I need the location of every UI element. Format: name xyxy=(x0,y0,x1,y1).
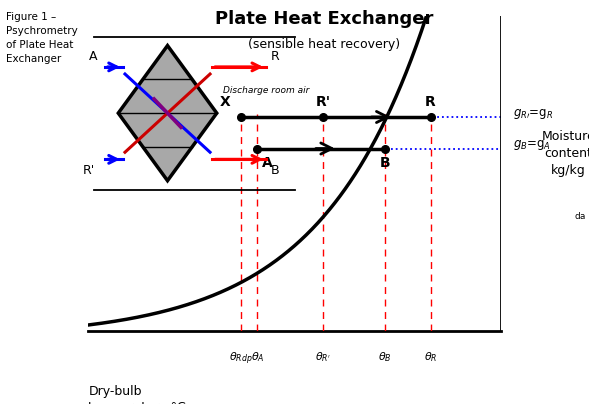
Text: $\theta_A$: $\theta_A$ xyxy=(250,350,264,364)
Text: $\theta_B$: $\theta_B$ xyxy=(378,350,392,364)
Text: A: A xyxy=(262,156,272,170)
Text: R: R xyxy=(425,95,436,109)
Text: $_{\mathregular{da}}$: $_{\mathregular{da}}$ xyxy=(574,208,586,221)
Text: (sensible heat recovery): (sensible heat recovery) xyxy=(248,38,400,51)
Text: Dry-bulb
temperature °C: Dry-bulb temperature °C xyxy=(88,385,186,404)
Text: B: B xyxy=(380,156,391,170)
Text: Plate Heat Exchanger: Plate Heat Exchanger xyxy=(215,10,433,28)
Text: X: X xyxy=(220,95,230,109)
Text: $g_{R\prime}$=g$_R$: $g_{R\prime}$=g$_R$ xyxy=(513,107,553,121)
Text: $\theta_{Rdp}$: $\theta_{Rdp}$ xyxy=(229,350,253,366)
Text: Figure 1 –
Psychrometry
of Plate Heat
Exchanger: Figure 1 – Psychrometry of Plate Heat Ex… xyxy=(6,12,78,64)
Text: B: B xyxy=(270,164,279,177)
Text: $\theta_{R'}$: $\theta_{R'}$ xyxy=(315,350,332,364)
Text: Discharge room air: Discharge room air xyxy=(223,86,310,95)
Polygon shape xyxy=(118,46,217,181)
Text: $g_B$=g$_A$: $g_B$=g$_A$ xyxy=(513,138,551,152)
Text: $\theta_R$: $\theta_R$ xyxy=(424,350,437,364)
Text: R: R xyxy=(270,50,279,63)
Text: R': R' xyxy=(83,164,95,177)
Text: R': R' xyxy=(316,95,331,109)
Text: A: A xyxy=(90,50,98,63)
Text: Moisture
content
kg/kg: Moisture content kg/kg xyxy=(541,130,589,177)
